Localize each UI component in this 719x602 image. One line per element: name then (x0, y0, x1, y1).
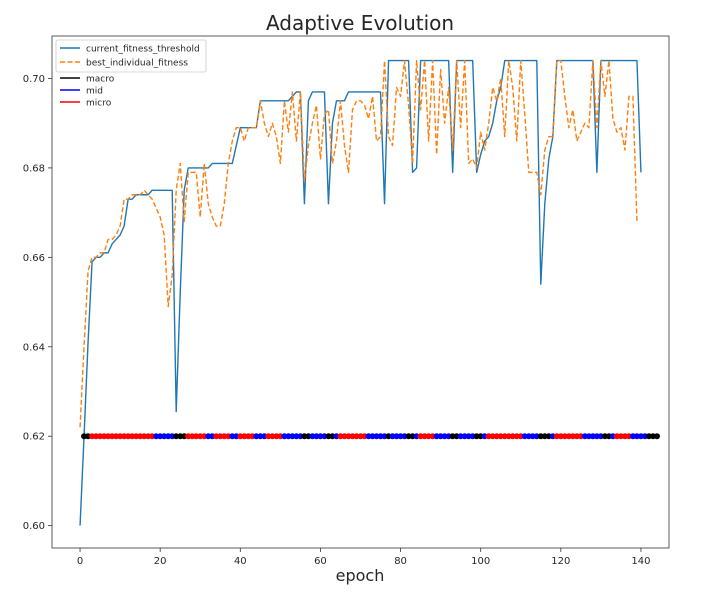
legend-label-best-individual-fitness: best_individual_fitness (86, 59, 188, 69)
y-tick-label: 0.64 (23, 342, 45, 353)
y-axis: 0.60 0.62 0.64 0.66 0.68 0.70 (23, 74, 52, 532)
legend-label-macro: macro (86, 75, 115, 85)
legend-label-mid: mid (86, 87, 103, 97)
plot-area: 0 20 40 60 80 100 120 140 0.600.620.640.660.680… (23, 35, 670, 567)
plot-frame (51, 35, 670, 549)
x-axis-label: epoch (336, 566, 385, 585)
x-tick-label: 120 (551, 556, 570, 567)
legend: current_fitness_threshold best_individual… (55, 39, 207, 109)
y-tick-label: 0.60 (23, 521, 45, 532)
legend-label-micro: micro (86, 99, 112, 109)
x-tick-label: 20 (154, 556, 167, 567)
x-axis: 0 20 40 60 80 100 120 140 (77, 548, 651, 567)
x-tick-label: 80 (394, 556, 407, 567)
y-tick-label: 0.66 (23, 253, 45, 264)
lines-layer (79, 59, 642, 526)
x-tick-label: 140 (631, 556, 650, 567)
chart-title: Adaptive Evolution (266, 11, 454, 35)
legend-frame (55, 39, 207, 73)
y-tick-label: 0.70 (23, 74, 45, 85)
marker-macro (653, 433, 660, 440)
x-tick-label: 0 (77, 556, 83, 567)
legend-label-current-fitness-threshold: current_fitness_threshold (86, 45, 200, 55)
series-line-current-fitness-threshold (79, 59, 642, 526)
series-line-best-individual-fitness (79, 59, 638, 428)
markers-layer (81, 433, 660, 440)
x-tick-label: 40 (234, 556, 247, 567)
y-tick-label: 0.68 (23, 163, 45, 174)
x-tick-label: 60 (314, 556, 327, 567)
x-tick-label: 100 (471, 556, 490, 567)
y-tick-label: 0.62 (23, 432, 45, 443)
